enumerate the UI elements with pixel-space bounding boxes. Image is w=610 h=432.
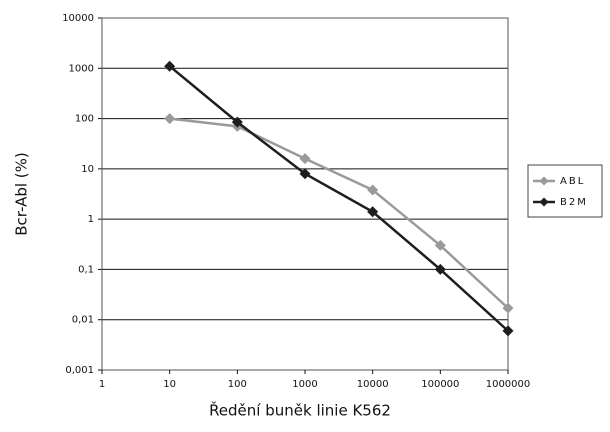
y-tick-label: 1000	[69, 63, 94, 74]
data-point	[367, 184, 379, 196]
legend-marker	[539, 176, 549, 186]
data-point	[299, 153, 311, 165]
legend-marker	[539, 197, 549, 207]
y-tick-label: 100	[75, 114, 94, 125]
legend-label: B2M	[560, 197, 588, 208]
data-point	[502, 302, 514, 314]
x-tick-label: 100000	[421, 379, 459, 390]
x-tick-label: 10000	[357, 379, 389, 390]
y-tick-label: 10	[81, 164, 94, 175]
series-line	[169, 117, 509, 310]
y-tick-label: 0,01	[72, 315, 94, 326]
legend-box	[527, 164, 603, 218]
data-point	[434, 263, 446, 275]
series-line	[168, 65, 509, 332]
x-tick-label: 100	[228, 379, 247, 390]
x-axis-label: Ředění buněk linie K562	[209, 401, 391, 420]
data-point	[231, 116, 243, 128]
x-tick-label: 1	[99, 379, 105, 390]
data-point	[434, 239, 446, 251]
y-axis-label: Bcr-Abl (%)	[13, 152, 31, 236]
data-point	[299, 168, 311, 180]
x-tick-label: 1000	[292, 379, 317, 390]
y-tick-label: 10000	[62, 13, 94, 24]
y-tick-label: 1	[88, 214, 94, 225]
plot-border	[101, 17, 509, 371]
x-tick-label: 1000000	[486, 379, 531, 390]
y-tick-label: 0,1	[78, 264, 94, 275]
data-point	[502, 325, 514, 337]
legend-label: ABL	[560, 176, 585, 187]
y-tick-label: 0,001	[65, 365, 94, 376]
data-point	[164, 60, 176, 72]
x-tick-label: 10	[163, 379, 176, 390]
data-point	[164, 113, 176, 125]
data-point	[367, 206, 379, 218]
